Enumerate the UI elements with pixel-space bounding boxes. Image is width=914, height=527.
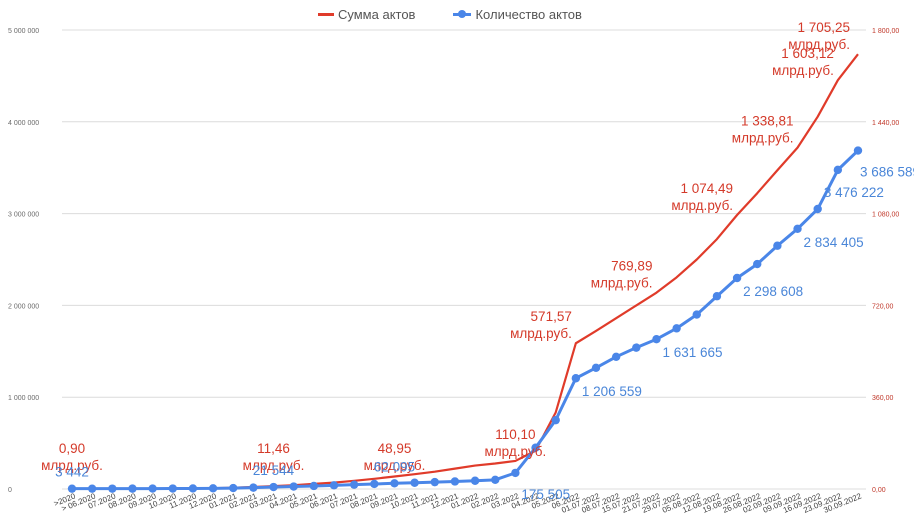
count-point [370, 479, 379, 489]
y-right-tick-label: 360,00 [872, 395, 894, 402]
count-point [571, 374, 581, 383]
sum-data-label-unit: млрд.руб. [510, 326, 572, 341]
sum-data-label-unit: млрд.руб. [41, 458, 103, 473]
count-point [410, 478, 419, 487]
count-point [491, 475, 500, 485]
legend-label-sum: Сумма актов [338, 6, 416, 22]
y-right-tick-label: 720,00 [872, 303, 894, 310]
count-point [591, 363, 601, 373]
y-left-tick-label: 0 [8, 487, 12, 494]
count-point [168, 484, 177, 493]
sum-data-label: 110,10 [495, 427, 535, 442]
count-point [652, 335, 661, 344]
count-point [148, 484, 157, 493]
legend-label-count: Количество актов [475, 6, 582, 22]
count-point [349, 480, 359, 489]
count-point [853, 146, 863, 155]
count-point [470, 476, 480, 485]
count-point [128, 484, 137, 493]
sum-data-label: 571,57 [531, 309, 572, 324]
count-point [309, 481, 319, 491]
count-data-label: 21 544 [253, 463, 295, 478]
count-data-label: 3 686 589 [860, 165, 914, 180]
count-point [450, 477, 460, 486]
count-point [611, 352, 621, 362]
count-data-label: 62 095 [374, 459, 415, 474]
sum-data-label-unit: млрд.руб. [732, 131, 794, 146]
count-point [773, 241, 782, 250]
count-point [672, 324, 681, 333]
sum-data-label: 1 338,81 [741, 114, 794, 129]
count-point [551, 415, 560, 425]
sum-data-label: 0,90 [59, 441, 85, 456]
count-data-label: 1 206 559 [582, 384, 642, 399]
sum-data-label: 1 074,49 [681, 181, 734, 196]
sum-data-label: 1 603,12 [781, 46, 834, 61]
count-point [229, 483, 238, 493]
y-left-tick-label: 3 000 000 [8, 212, 39, 219]
sum-data-label: 769,89 [611, 259, 652, 274]
count-point [188, 484, 198, 493]
chart-legend: Сумма актов Количество актов [318, 4, 582, 24]
count-point [511, 468, 520, 478]
y-left-tick-label: 4 000 000 [8, 120, 39, 127]
count-point [430, 477, 439, 487]
y-left-tick-label: 1 000 000 [8, 395, 39, 402]
count-point [692, 310, 701, 319]
count-point [87, 484, 97, 493]
legend-item-count: Количество актов [453, 6, 582, 22]
count-point [208, 484, 218, 493]
sum-data-label-unit: млрд.руб. [364, 458, 426, 473]
count-point [329, 481, 339, 490]
sum-data-label-unit: млрд.руб. [671, 198, 733, 213]
count-point [67, 484, 77, 493]
count-data-label: 175 505 [521, 487, 570, 502]
count-point [833, 165, 843, 175]
count-point [753, 259, 762, 269]
count-point [531, 443, 540, 452]
sum-data-label: 11,46 [257, 441, 290, 456]
sum-data-label-unit: млрд.руб. [485, 444, 547, 459]
y-right-tick-label: 1 080,00 [872, 212, 899, 219]
sum-data-label-unit: млрд.руб. [591, 276, 653, 291]
count-data-label: 3 476 222 [824, 185, 884, 200]
y-left-tick-label: 2 000 000 [8, 303, 39, 310]
count-point [269, 482, 278, 492]
sum-data-label-unit: млрд.руб. [788, 37, 850, 52]
y-right-tick-label: 0,00 [872, 487, 886, 494]
count-point [390, 479, 399, 488]
count-point [793, 224, 802, 234]
count-data-label: 2 834 405 [804, 235, 864, 250]
y-right-tick-label: 1 440,00 [872, 120, 899, 127]
count-point [249, 483, 258, 492]
count-point [712, 292, 722, 301]
y-left-tick-label: 5 000 000 [8, 28, 39, 35]
legend-swatch-sum [318, 12, 334, 16]
count-data-label: 1 631 665 [662, 345, 722, 360]
sum-data-label-unit: млрд.руб. [772, 63, 834, 78]
count-point [632, 343, 641, 352]
legend-item-sum: Сумма актов [318, 7, 415, 22]
count-point [289, 482, 298, 491]
y-right-tick-label: 1 800,00 [872, 28, 899, 35]
series-line-count [71, 149, 860, 491]
sum-data-label: 1 705,25 [797, 20, 850, 35]
sum-data-label-unit: млрд.руб. [243, 458, 305, 473]
count-point [108, 484, 117, 493]
count-point [732, 273, 742, 283]
legend-swatch-count [453, 9, 472, 18]
count-data-label: 2 298 608 [743, 284, 803, 299]
count-data-label: 3 442 [55, 465, 89, 480]
sum-data-label: 48,95 [378, 441, 412, 456]
count-point [813, 204, 822, 214]
